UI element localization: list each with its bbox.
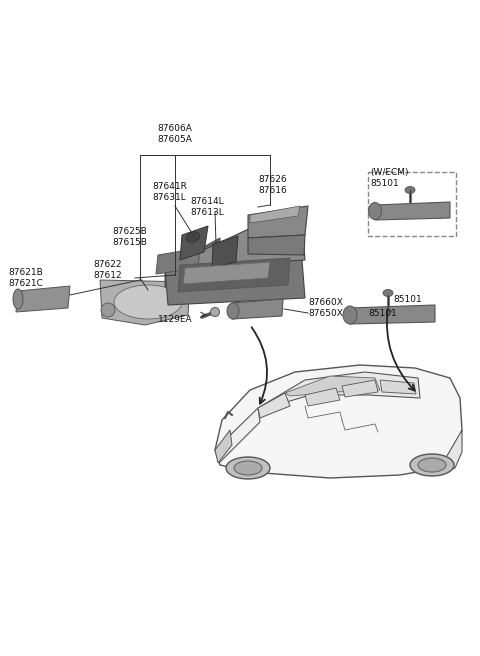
Ellipse shape	[101, 303, 115, 317]
Polygon shape	[248, 206, 308, 238]
Polygon shape	[380, 380, 416, 394]
Polygon shape	[183, 262, 270, 284]
Polygon shape	[178, 258, 290, 292]
Polygon shape	[215, 365, 462, 478]
Ellipse shape	[383, 289, 393, 297]
Ellipse shape	[343, 306, 357, 324]
Ellipse shape	[13, 289, 23, 309]
Text: 87625B
87615B: 87625B 87615B	[112, 227, 147, 247]
Text: 87641R
87631L: 87641R 87631L	[152, 182, 187, 202]
Ellipse shape	[234, 461, 262, 475]
Polygon shape	[342, 380, 378, 397]
Polygon shape	[232, 299, 283, 319]
Text: 87606A
87605A: 87606A 87605A	[157, 124, 192, 144]
Ellipse shape	[369, 203, 382, 220]
Polygon shape	[248, 235, 305, 255]
Polygon shape	[350, 305, 435, 324]
Ellipse shape	[186, 232, 200, 242]
Polygon shape	[250, 206, 300, 223]
Ellipse shape	[226, 457, 270, 479]
Polygon shape	[212, 236, 238, 268]
Text: 85101: 85101	[368, 308, 397, 318]
Ellipse shape	[418, 458, 446, 472]
Text: 87621B
87621C: 87621B 87621C	[8, 268, 43, 288]
Polygon shape	[165, 238, 220, 292]
Polygon shape	[258, 372, 420, 410]
Polygon shape	[285, 376, 380, 396]
Text: 87660X
87650X: 87660X 87650X	[308, 298, 343, 318]
Text: 85101: 85101	[393, 295, 422, 304]
Polygon shape	[215, 430, 232, 463]
Polygon shape	[258, 393, 290, 418]
Polygon shape	[180, 226, 208, 260]
Polygon shape	[375, 202, 450, 220]
Polygon shape	[16, 286, 70, 312]
Text: 1129EA: 1129EA	[158, 316, 193, 325]
Text: 87622
87612: 87622 87612	[93, 260, 121, 280]
Text: 87626
87616: 87626 87616	[258, 175, 287, 195]
Polygon shape	[215, 408, 260, 462]
Text: 87614L
87613L: 87614L 87613L	[190, 197, 224, 217]
Ellipse shape	[114, 285, 182, 319]
Polygon shape	[305, 388, 340, 406]
Ellipse shape	[227, 303, 239, 319]
Polygon shape	[100, 280, 190, 325]
Polygon shape	[165, 218, 305, 268]
Ellipse shape	[410, 454, 454, 476]
Polygon shape	[440, 430, 462, 472]
Ellipse shape	[405, 186, 415, 194]
Polygon shape	[165, 260, 305, 305]
Text: (W/ECM)
85101: (W/ECM) 85101	[370, 168, 408, 188]
Polygon shape	[156, 248, 200, 274]
Ellipse shape	[211, 308, 219, 316]
